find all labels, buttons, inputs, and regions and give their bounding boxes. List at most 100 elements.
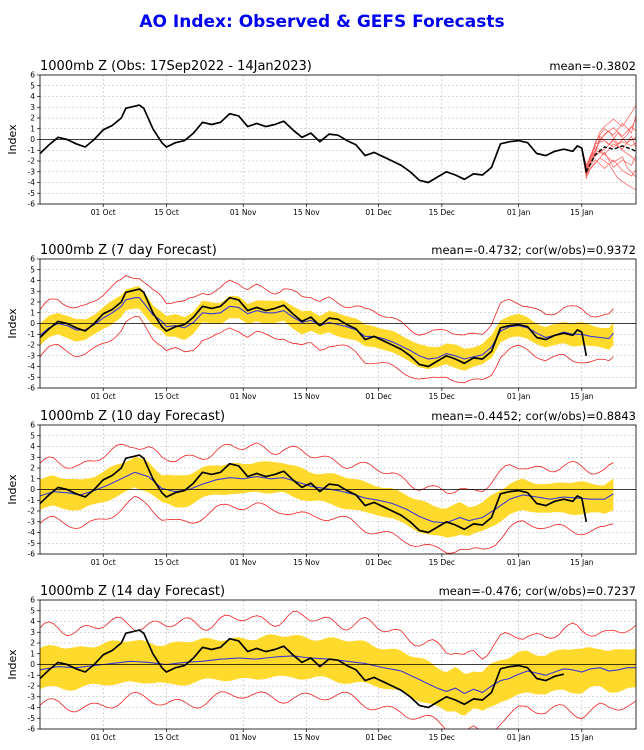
x-tick-label: 01 Jan [507,392,531,401]
spread-band [40,456,614,538]
y-axis-label: Index [6,474,19,505]
plot-area [40,611,636,729]
y-tick-label: 2 [30,298,35,307]
upper-bound-line [40,274,614,336]
y-tick-label: 1 [30,649,35,658]
y-tick-label: -3 [28,517,36,526]
observed-line [40,104,588,184]
observed-line [40,288,588,368]
y-tick-label: -5 [28,373,36,382]
y-tick-label: -5 [28,189,36,198]
x-tick-label: 15 Jan [570,208,594,217]
x-tick-label: 15 Jan [570,392,594,401]
x-tick-label: 15 Oct [154,558,179,567]
y-tick-label: 0 [30,135,35,144]
x-tick-label: 01 Oct [91,392,116,401]
y-axis-label: Index [6,124,19,155]
panel-stat: mean=-0.4452; cor(w/obs)=0.8843 [431,409,636,423]
x-tick-label: 15 Jan [570,558,594,567]
y-tick-label: -1 [28,330,36,339]
x-tick-label: 15 Dec [429,733,455,742]
x-tick-label: 15 Nov [293,208,320,217]
y-tick-label: -6 [28,384,36,393]
y-tick-label: 1 [30,308,35,317]
forecast-member-line [581,104,636,171]
y-tick-label: -6 [28,200,36,209]
y-tick-label: 6 [30,255,35,264]
x-tick-label: 01 Oct [91,733,116,742]
lower-bound-line [40,495,614,554]
x-tick-label: 15 Dec [429,558,455,567]
y-tick-label: 3 [30,453,35,462]
y-tick-label: -5 [28,539,36,548]
panel-stat: mean=-0.4732; cor(w/obs)=0.9372 [431,243,636,257]
y-tick-label: 5 [30,606,35,615]
ensemble-mean-line [40,471,614,524]
y-tick-label: 1 [30,124,35,133]
x-tick-label: 15 Nov [293,392,320,401]
y-tick-label: 2 [30,464,35,473]
figure-title: AO Index: Observed & GEFS Forecasts [139,12,504,32]
upper-bound-line [40,442,614,495]
plot-area [40,274,614,384]
panel-stat: mean=-0.3802 [549,59,636,73]
x-tick-label: 01 Dec [365,392,391,401]
x-tick-label: 15 Nov [293,733,320,742]
lower-bound-line [40,316,614,384]
x-tick-label: 01 Dec [365,558,391,567]
x-tick-label: 01 Dec [365,208,391,217]
y-tick-label: -1 [28,671,36,680]
y-tick-label: -3 [28,167,36,176]
y-tick-label: 5 [30,265,35,274]
y-tick-label: 6 [30,421,35,430]
x-tick-label: 01 Oct [91,208,116,217]
panel-title: 1000mb Z (14 day Forecast) [40,584,225,599]
x-tick-label: 15 Jan [570,733,594,742]
y-tick-label: -4 [28,703,36,712]
y-tick-label: 5 [30,81,35,90]
y-tick-label: -4 [28,528,36,537]
x-tick-label: 15 Nov [293,558,320,567]
y-tick-label: 4 [30,276,35,285]
x-tick-label: 01 Dec [365,733,391,742]
y-tick-label: -6 [28,550,36,559]
y-tick-label: -4 [28,178,36,187]
panel-title: 1000mb Z (7 day Forecast) [40,243,217,258]
y-tick-label: -5 [28,714,36,723]
x-tick-label: 01 Oct [91,558,116,567]
y-tick-label: 2 [30,114,35,123]
y-tick-label: 4 [30,617,35,626]
lower-bound-line [40,691,636,729]
y-tick-label: -1 [28,146,36,155]
y-tick-label: 5 [30,431,35,440]
y-tick-label: 4 [30,92,35,101]
y-tick-label: 0 [30,660,35,669]
x-tick-label: 01 Jan [507,733,531,742]
forecast-member-line [581,140,636,167]
x-tick-label: 01 Jan [507,208,531,217]
y-axis-label: Index [6,308,19,339]
forecast-member-line [581,118,636,177]
y-tick-label: -2 [28,507,36,516]
y-tick-label: -1 [28,496,36,505]
y-tick-label: 3 [30,628,35,637]
y-tick-label: 6 [30,596,35,605]
observed-line [40,629,564,709]
y-tick-label: -2 [28,157,36,166]
y-axis-label: Index [6,649,19,680]
y-tick-label: -3 [28,692,36,701]
y-tick-label: 3 [30,287,35,296]
x-tick-label: 15 Dec [429,208,455,217]
plot-area [40,104,636,191]
x-tick-label: 01 Nov [230,558,257,567]
y-tick-label: -6 [28,725,36,734]
y-tick-label: 6 [30,71,35,80]
x-tick-label: 15 Dec [429,392,455,401]
x-tick-label: 15 Oct [154,733,179,742]
y-tick-label: 2 [30,639,35,648]
